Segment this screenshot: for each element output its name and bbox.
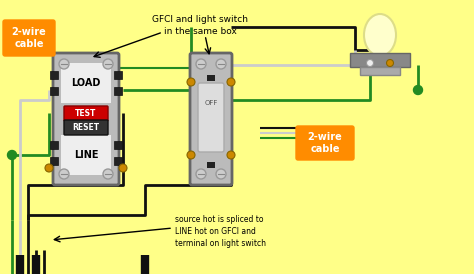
Bar xyxy=(350,53,410,67)
Circle shape xyxy=(413,85,422,95)
Bar xyxy=(50,141,58,149)
Circle shape xyxy=(227,151,235,159)
Circle shape xyxy=(103,59,113,69)
Bar xyxy=(61,63,111,103)
Circle shape xyxy=(227,78,235,86)
Circle shape xyxy=(187,151,195,159)
Bar xyxy=(114,71,122,79)
Circle shape xyxy=(45,164,53,172)
Text: RESET: RESET xyxy=(73,123,100,132)
FancyBboxPatch shape xyxy=(3,20,55,56)
Circle shape xyxy=(196,169,206,179)
Circle shape xyxy=(216,169,226,179)
FancyBboxPatch shape xyxy=(198,83,224,152)
FancyBboxPatch shape xyxy=(64,106,108,121)
Circle shape xyxy=(59,59,69,69)
Bar xyxy=(207,162,215,168)
FancyBboxPatch shape xyxy=(64,120,108,135)
Bar xyxy=(114,87,122,95)
Bar xyxy=(61,135,111,175)
Circle shape xyxy=(386,59,393,67)
Circle shape xyxy=(187,78,195,86)
Text: LINE: LINE xyxy=(74,150,98,160)
Bar xyxy=(114,157,122,165)
Text: 2-wire
cable: 2-wire cable xyxy=(12,27,46,49)
Circle shape xyxy=(59,169,69,179)
Bar xyxy=(114,141,122,149)
Text: LOAD: LOAD xyxy=(71,78,100,88)
Text: TEST: TEST xyxy=(75,109,97,118)
FancyBboxPatch shape xyxy=(296,126,354,160)
Text: GFCI and light switch
in the same box: GFCI and light switch in the same box xyxy=(152,15,248,36)
Circle shape xyxy=(119,164,127,172)
Bar xyxy=(207,75,215,81)
Circle shape xyxy=(8,150,17,159)
Bar xyxy=(360,67,400,75)
Ellipse shape xyxy=(364,14,396,56)
Text: source hot is spliced to
LINE hot on GFCI and
terminal on light switch: source hot is spliced to LINE hot on GFC… xyxy=(175,215,266,248)
Circle shape xyxy=(196,59,206,69)
FancyBboxPatch shape xyxy=(53,53,119,185)
Bar xyxy=(50,87,58,95)
Bar xyxy=(50,157,58,165)
Circle shape xyxy=(103,169,113,179)
Bar xyxy=(50,71,58,79)
Text: 2-wire
cable: 2-wire cable xyxy=(308,132,342,154)
Circle shape xyxy=(216,59,226,69)
Circle shape xyxy=(366,59,374,67)
FancyBboxPatch shape xyxy=(190,53,232,185)
Text: OFF: OFF xyxy=(204,100,218,106)
